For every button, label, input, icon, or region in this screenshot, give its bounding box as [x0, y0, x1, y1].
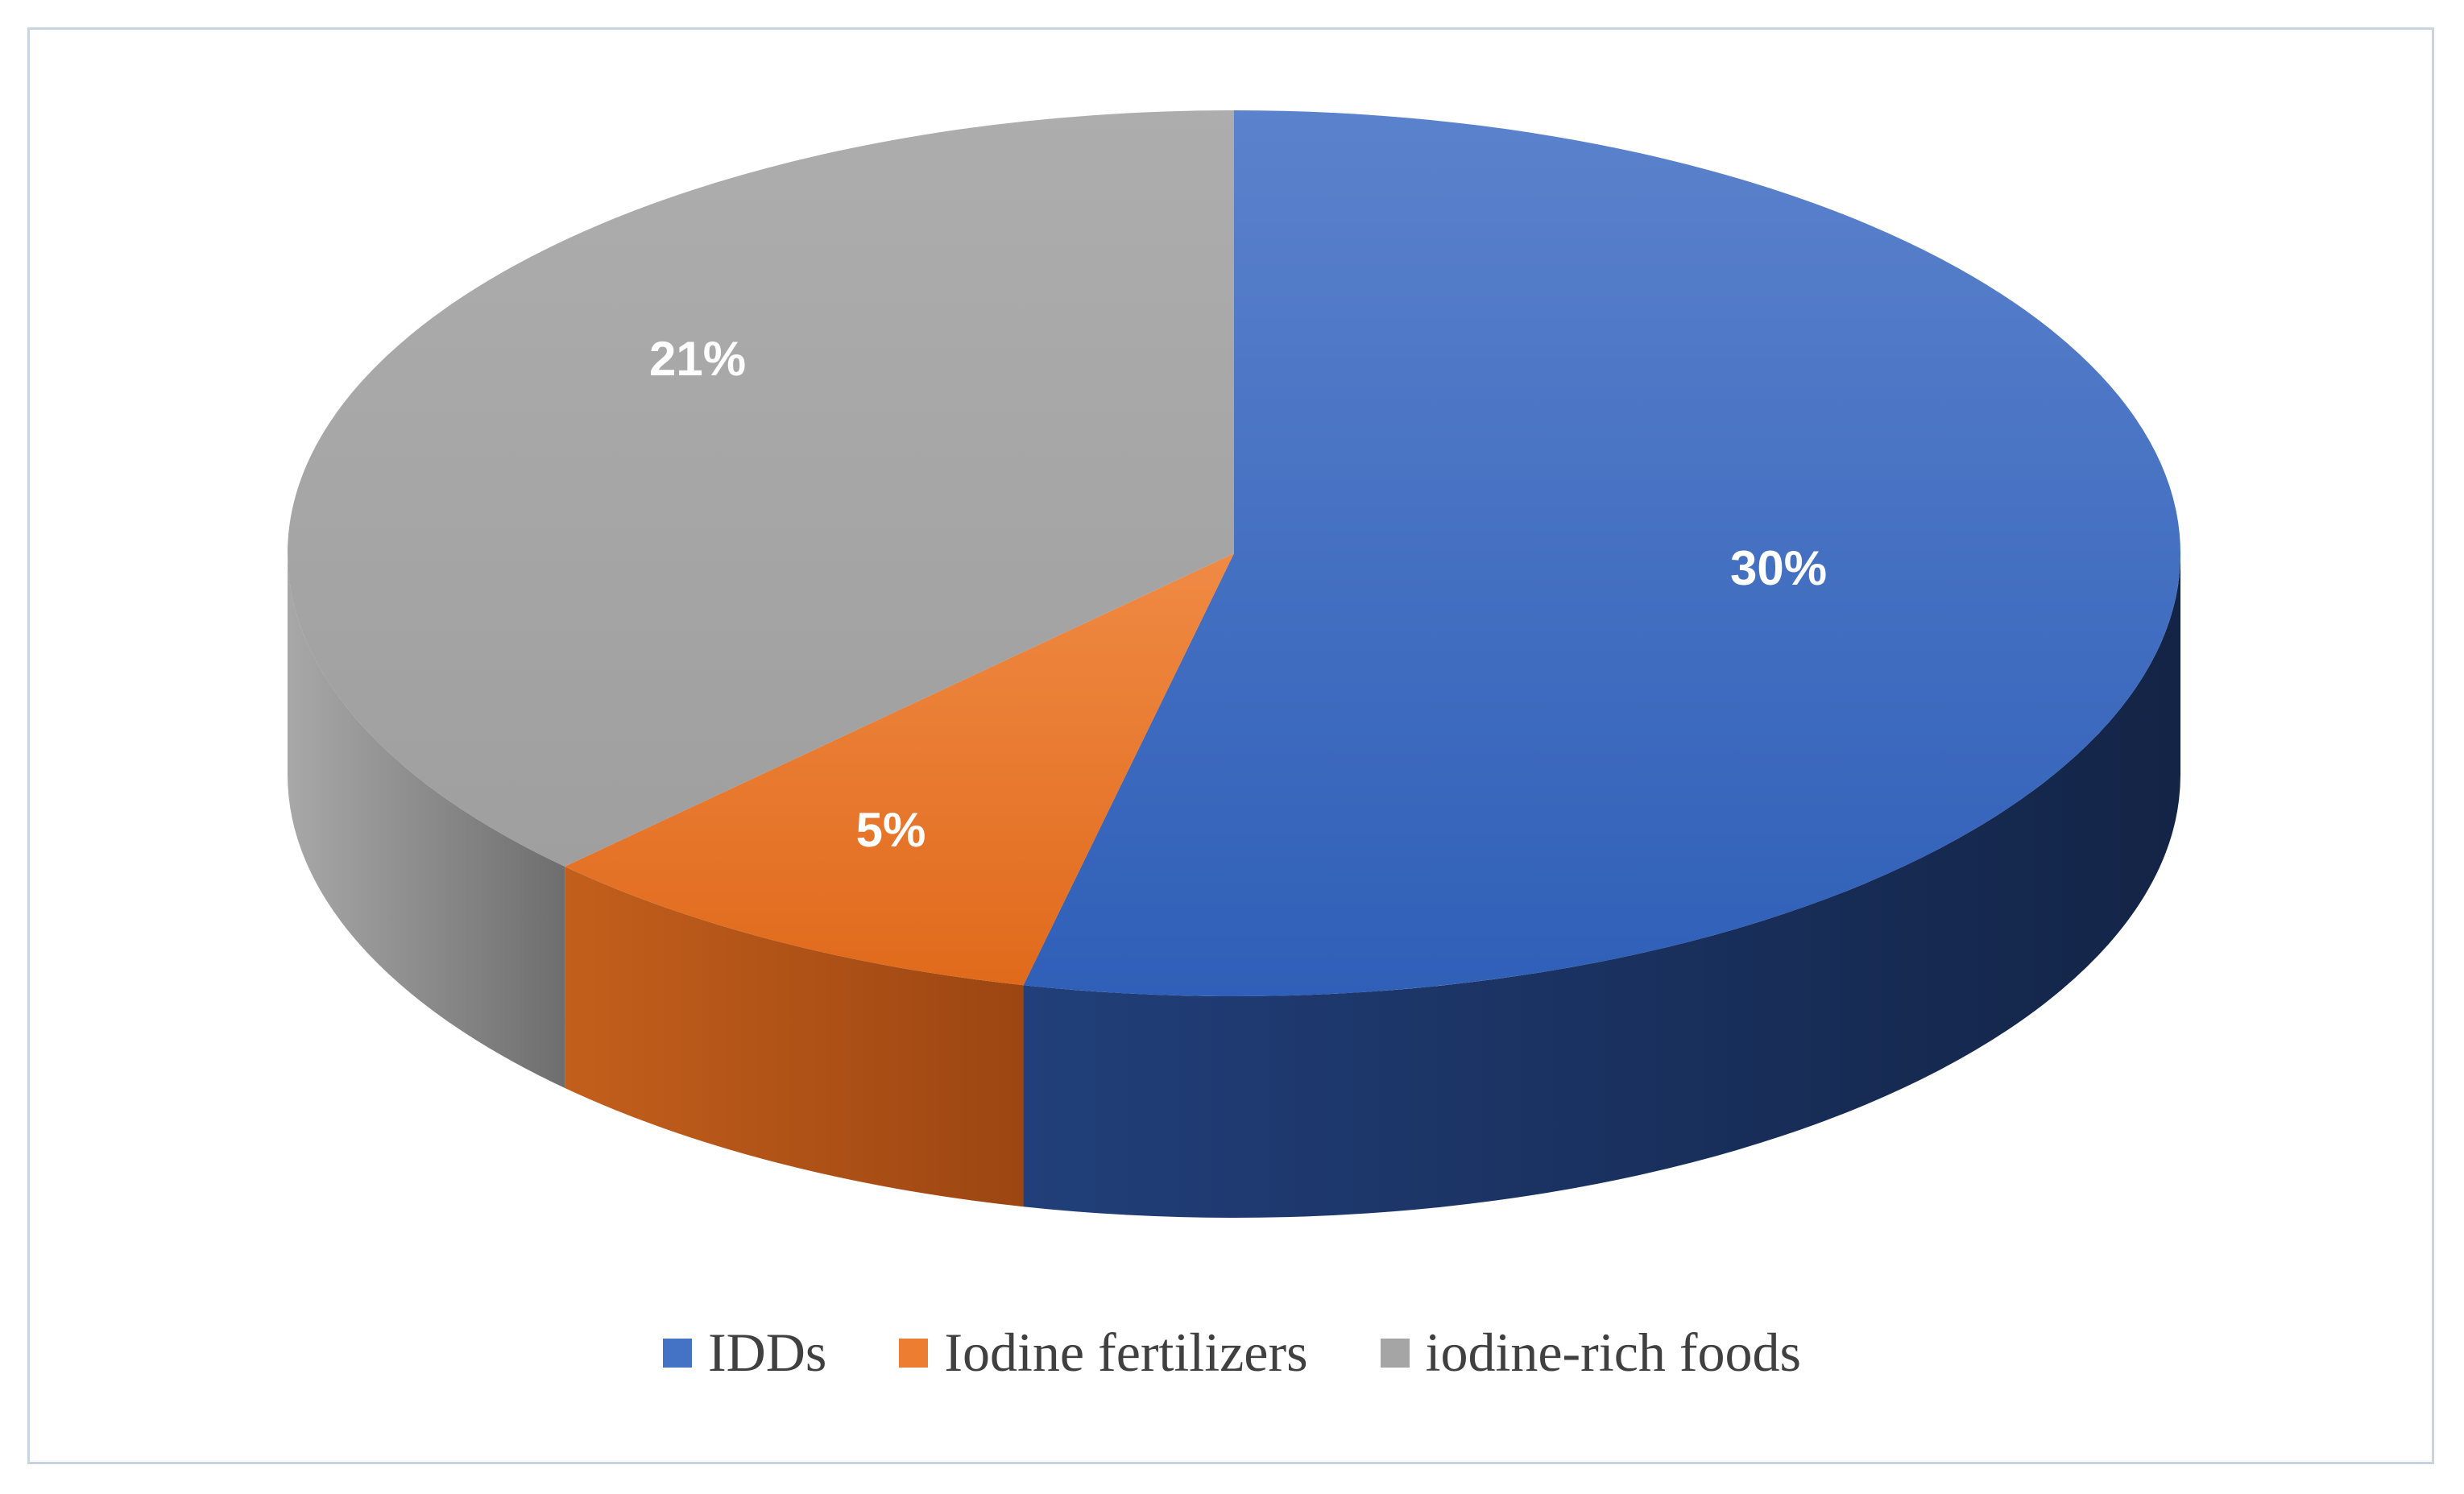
pie-side-0	[1023, 553, 2180, 1218]
legend-swatch-2	[1380, 1338, 1410, 1368]
pie-data-labels: 30% 5% 21%	[649, 332, 1827, 857]
legend-label-0: IDDs	[708, 1322, 827, 1383]
pie-slice-0	[1023, 110, 2180, 996]
legend-item-1: Iodine fertilizers	[899, 1321, 1308, 1384]
pie-side-1	[565, 866, 1024, 1207]
legend-label-2: iodine-rich foods	[1425, 1322, 1801, 1383]
chart-legend: IDDs Iodine fertilizers iodine-rich foods	[0, 1321, 2464, 1384]
legend-swatch-1	[899, 1338, 929, 1368]
pie-side-2	[288, 553, 565, 1088]
legend-swatch-0	[663, 1338, 692, 1368]
pie-tops	[287, 110, 2180, 996]
pie-slice-1	[565, 553, 1234, 986]
legend-item-0: IDDs	[663, 1321, 826, 1384]
pie-sides	[288, 553, 2180, 1218]
data-label-1: 5%	[856, 803, 926, 857]
legend-label-1: Iodine fertilizers	[944, 1322, 1308, 1383]
pie-slice-2	[287, 110, 1234, 867]
data-label-0: 30%	[1730, 541, 1827, 595]
legend-item-2: iodine-rich foods	[1380, 1321, 1801, 1384]
data-label-2: 21%	[649, 332, 746, 386]
